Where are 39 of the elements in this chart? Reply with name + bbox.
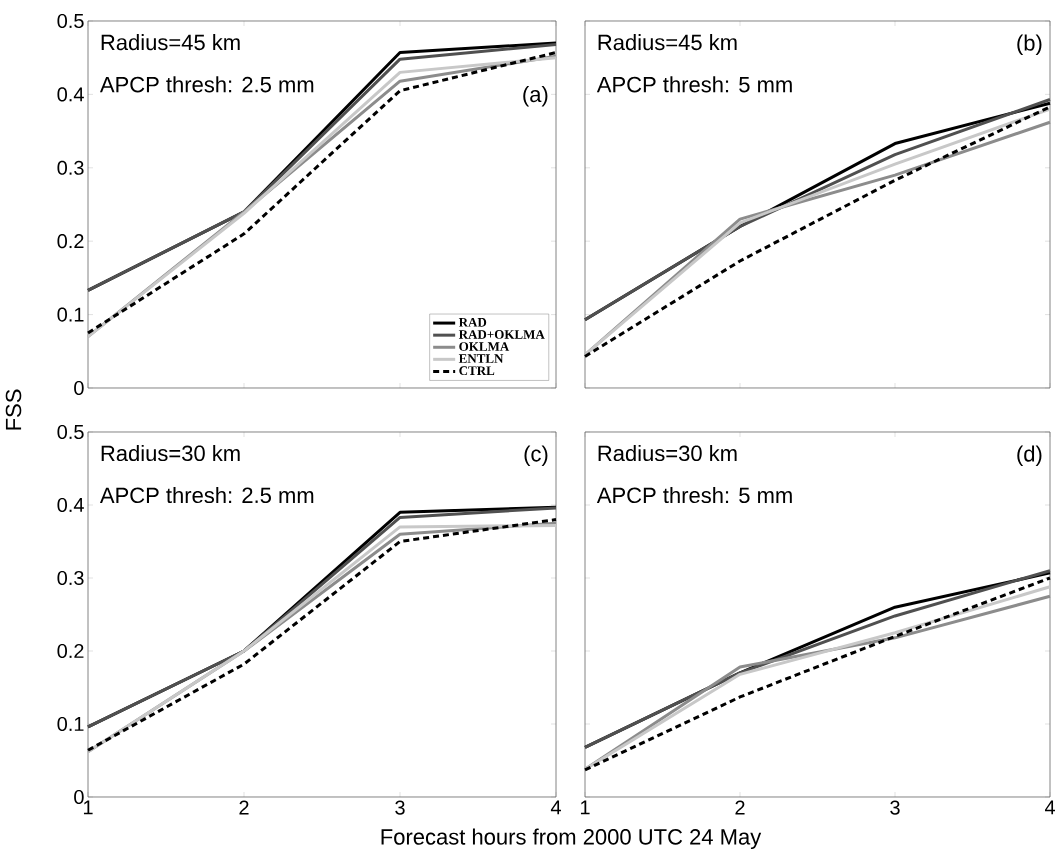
x-axis-title: Forecast hours from 2000 UTC 24 May: [381, 828, 762, 850]
y-tick-label: 0: [74, 789, 84, 805]
y-tick-label: 0.5: [57, 13, 84, 29]
annotation: (b): [1017, 34, 1042, 56]
annotation: (a): [523, 85, 548, 107]
y-tick-label: 0.3: [57, 160, 84, 175]
y-tick-label: 0.2: [57, 643, 84, 659]
x-tick-label: 2: [239, 800, 249, 815]
x-tick-label: 4: [1044, 800, 1055, 815]
annotation: Radius=45 km: [101, 34, 240, 51]
y-tick-label: 0.3: [57, 570, 84, 586]
annotation: APCP thresh: 2.5 mm: [99, 76, 314, 93]
annotation: APCP thresh: 5 mm: [596, 76, 792, 93]
x-tick-label: 1: [83, 800, 93, 815]
y-tick-label: 0.2: [57, 234, 84, 249]
y-axis-title: FSS: [5, 389, 22, 430]
legend-label: ENTLN: [458, 354, 504, 363]
annotation: (d): [1017, 445, 1042, 466]
annotation: Radius=30 km: [101, 444, 240, 462]
annotation: Radius=45 km: [598, 34, 737, 51]
x-tick-label: 3: [395, 800, 405, 815]
legend-label: OKLMA: [459, 342, 510, 351]
y-tick-label: 0.4: [57, 87, 84, 102]
legend-label: RAD+OKLMA: [458, 330, 545, 339]
annotation: APCP thresh: 5 mm: [596, 486, 792, 504]
annotation: (c): [524, 445, 548, 466]
x-tick-label: 1: [580, 800, 590, 815]
y-tick-label: 0.1: [57, 307, 84, 322]
y-tick-label: 0.1: [57, 716, 84, 732]
legend-label: CTRL: [459, 366, 495, 376]
y-tick-label: 0.4: [57, 497, 84, 513]
x-tick-label: 3: [890, 800, 900, 815]
annotation: APCP thresh: 2.5 mm: [99, 486, 314, 504]
x-tick-label: 2: [735, 800, 745, 815]
legend-label: RAD: [458, 318, 487, 327]
y-tick-label: 0: [74, 380, 84, 396]
x-tick-label: 4: [550, 800, 561, 815]
y-tick-label: 0.5: [57, 424, 84, 440]
annotation: Radius=30 km: [598, 444, 737, 462]
